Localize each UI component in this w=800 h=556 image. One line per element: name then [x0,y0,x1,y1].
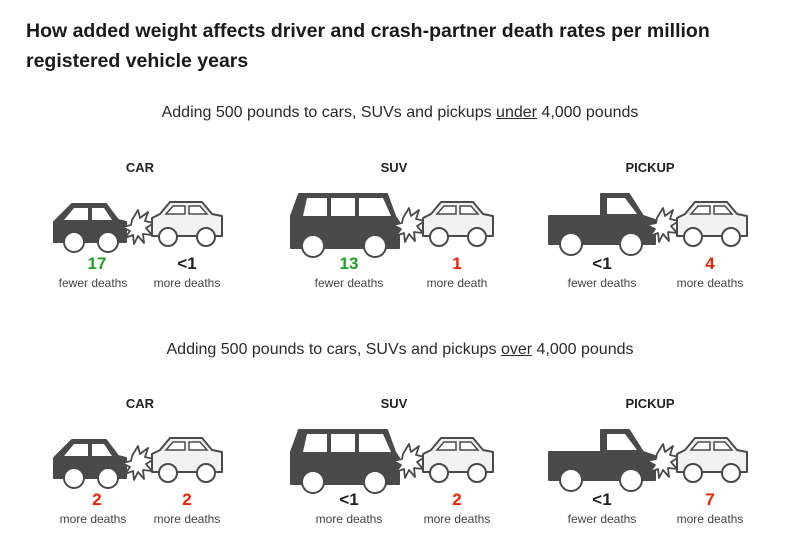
vehicle-label: PICKUP [625,160,675,175]
partner-car-icon [676,201,748,247]
suv-crash-icon [290,193,494,258]
partner-value: 4 [705,254,715,273]
vehicle-label: CAR [125,396,155,411]
vehicle-label: PICKUP [625,396,675,411]
driver-label: more deaths [59,512,127,526]
driver-value: <1 [592,254,612,273]
partner-label: more deaths [676,512,744,526]
vehicle-label: SUV [380,160,408,175]
partner-car-icon [422,201,494,247]
partner-label: more deaths [153,276,221,290]
driver-label: fewer deaths [567,512,637,526]
car-icon [53,439,127,489]
crash-burst-icon [392,207,426,243]
pickup-crash-icon [548,193,748,256]
suv-icon [290,429,400,494]
partner-car-icon [422,437,494,483]
panel-suv-over: SUV <1 more deaths 2 more deaths [287,396,507,556]
pickup-crash-icon [548,429,748,492]
section-heading-under: Adding 500 pounds to cars, SUVs and pick… [161,104,639,121]
partner-value: 2 [452,490,462,509]
crash-burst-icon [121,209,155,245]
panel-car-over: CAR 2 more deaths 2 more deaths [50,396,270,556]
vehicle-label: SUV [380,396,408,411]
crash-burst-icon [646,443,680,479]
driver-label: fewer deaths [58,276,128,290]
driver-label: more deaths [315,512,383,526]
driver-label: fewer deaths [314,276,384,290]
driver-value: <1 [339,490,359,509]
panel-car-under: CAR 17 fewer deaths <1 more deaths [50,160,270,320]
partner-car-icon [676,437,748,483]
panel-suv-under: SUV 13 fewer deaths 1 more death [287,160,507,320]
crash-burst-icon [121,445,155,481]
driver-value: 13 [339,254,359,273]
partner-label: more deaths [423,512,491,526]
partner-value: 1 [452,254,462,273]
suv-icon [290,193,400,258]
partner-car-icon [151,437,223,483]
crash-burst-icon [646,207,680,243]
partner-value: 7 [705,490,715,509]
panel-pickup-under: PICKUP <1 fewer deaths 4 more deaths [545,160,765,320]
page-title: How added weight affects driver and cras… [26,20,710,72]
driver-label: fewer deaths [567,276,637,290]
section-heading-over: Adding 500 pounds to cars, SUVs and pick… [166,341,634,358]
crash-burst-icon [392,443,426,479]
partner-label: more death [426,276,488,290]
car-crash-icon [53,201,223,253]
partner-value: <1 [177,254,197,273]
car-icon [53,203,127,253]
driver-value: 2 [92,490,102,509]
pickup-icon [548,429,656,492]
partner-label: more deaths [676,276,744,290]
driver-value: 17 [87,254,107,273]
car-crash-icon [53,437,223,489]
pickup-icon [548,193,656,256]
vehicle-label: CAR [125,160,155,175]
suv-crash-icon [290,429,494,494]
panel-pickup-over: PICKUP <1 fewer deaths 7 more deaths [545,396,765,556]
partner-label: more deaths [153,512,221,526]
driver-value: <1 [592,490,612,509]
partner-car-icon [151,201,223,247]
partner-value: 2 [182,490,192,509]
